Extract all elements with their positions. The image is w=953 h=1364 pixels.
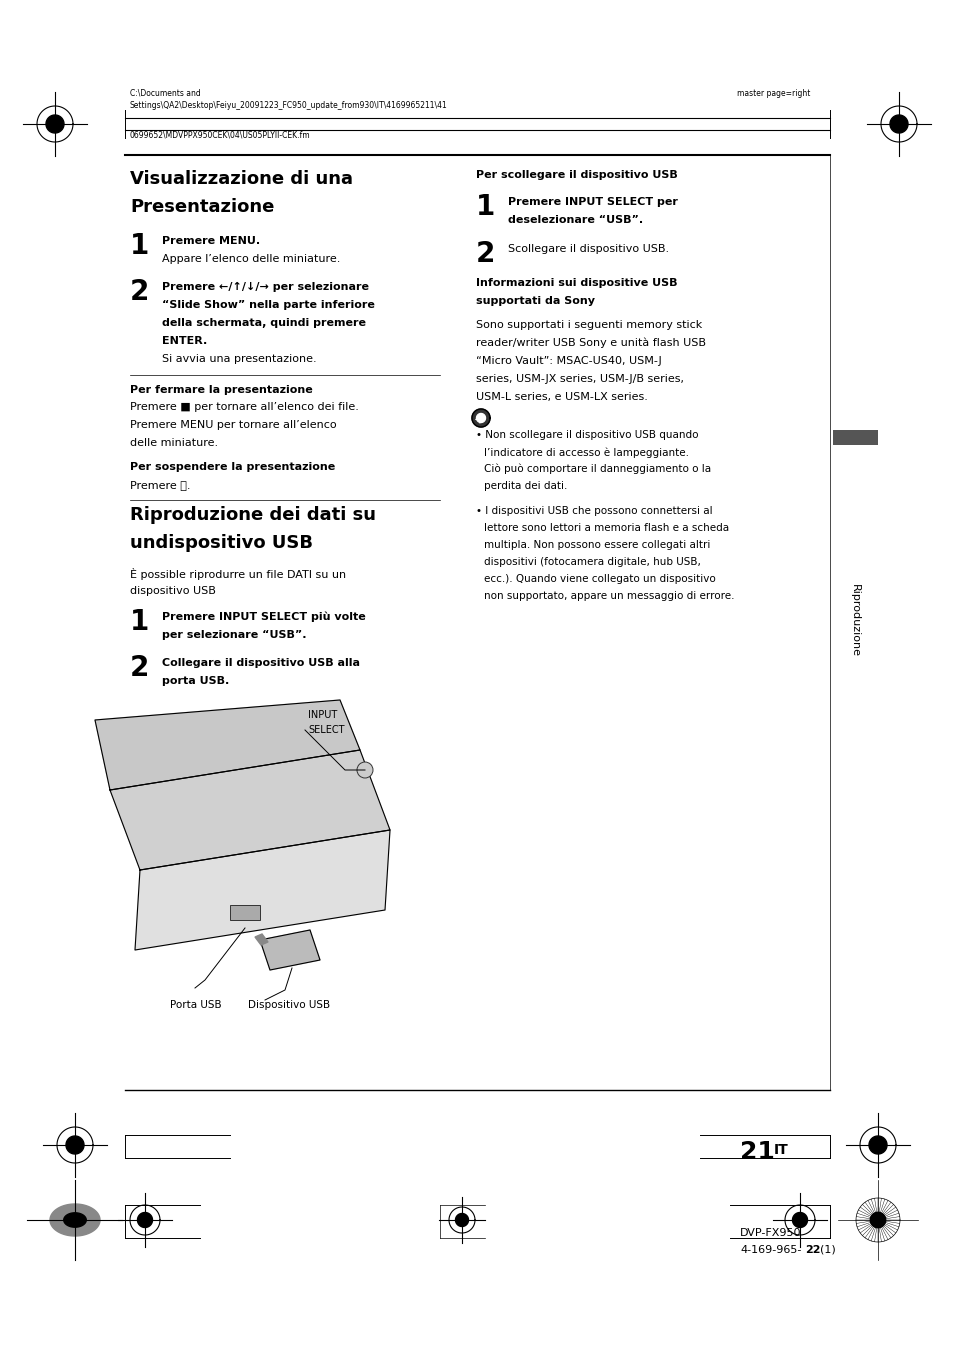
Polygon shape (472, 409, 490, 427)
Text: Ciò può comportare il danneggiamento o la: Ciò può comportare il danneggiamento o l… (483, 464, 710, 475)
Text: Riproduzione: Riproduzione (849, 584, 859, 656)
Text: IT: IT (773, 1143, 788, 1157)
Text: Per fermare la presentazione: Per fermare la presentazione (130, 385, 313, 396)
Text: delle miniature.: delle miniature. (130, 438, 218, 447)
Text: • I dispositivi USB che possono connettersi al: • I dispositivi USB che possono connette… (476, 506, 712, 516)
Text: Riproduzione dei dati su: Riproduzione dei dati su (130, 506, 375, 524)
Text: Per sospendere la presentazione: Per sospendere la presentazione (130, 462, 335, 472)
Polygon shape (110, 750, 390, 870)
Text: • Non scollegare il dispositivo USB quando: • Non scollegare il dispositivo USB quan… (476, 430, 698, 441)
Polygon shape (66, 1136, 84, 1154)
Text: Scollegare il dispositivo USB.: Scollegare il dispositivo USB. (507, 244, 668, 254)
Text: deselezionare “USB”.: deselezionare “USB”. (507, 216, 642, 225)
Text: 2: 2 (476, 240, 495, 267)
Text: (1): (1) (820, 1245, 835, 1255)
Text: Collegare il dispositivo USB alla: Collegare il dispositivo USB alla (162, 657, 359, 668)
Text: Premere ■ per tornare all’elenco dei file.: Premere ■ per tornare all’elenco dei fil… (130, 402, 358, 412)
Text: ecc.). Quando viene collegato un dispositivo: ecc.). Quando viene collegato un disposi… (483, 574, 715, 584)
Text: Appare l’elenco delle miniature.: Appare l’elenco delle miniature. (162, 254, 340, 265)
Text: Sono supportati i seguenti memory stick: Sono supportati i seguenti memory stick (476, 321, 701, 330)
Text: Premere MENU per tornare all’elenco: Premere MENU per tornare all’elenco (130, 420, 336, 430)
Polygon shape (46, 115, 64, 134)
Text: lettore sono lettori a memoria flash e a scheda: lettore sono lettori a memoria flash e a… (483, 522, 728, 533)
Text: dispositivo USB: dispositivo USB (130, 587, 215, 596)
Text: Presentazione: Presentazione (130, 198, 274, 216)
Polygon shape (889, 115, 907, 134)
Text: “Micro Vault”: MSAC-US40, USM-J: “Micro Vault”: MSAC-US40, USM-J (476, 356, 661, 366)
Text: Premere ⏸.: Premere ⏸. (130, 480, 191, 490)
Bar (832, 430, 877, 445)
Text: 1: 1 (130, 608, 149, 636)
Text: 1: 1 (130, 232, 149, 261)
Bar (130, 696, 430, 1005)
Text: 2: 2 (130, 278, 150, 306)
Circle shape (356, 762, 373, 777)
Polygon shape (868, 1136, 886, 1154)
Text: porta USB.: porta USB. (162, 677, 229, 686)
Polygon shape (476, 413, 485, 423)
Polygon shape (95, 700, 359, 790)
Text: l’indicatore di accesso è lampeggiante.: l’indicatore di accesso è lampeggiante. (483, 447, 688, 457)
Text: reader/writer USB Sony e unità flash USB: reader/writer USB Sony e unità flash USB (476, 338, 705, 348)
Text: della schermata, quindi premere: della schermata, quindi premere (162, 318, 366, 327)
Text: master page=right: master page=right (736, 89, 809, 98)
Text: 4-169-965-: 4-169-965- (740, 1245, 801, 1255)
Polygon shape (869, 1213, 884, 1228)
Text: Per scollegare il dispositivo USB: Per scollegare il dispositivo USB (476, 170, 677, 180)
Text: È possible riprodurre un file DATI su un: È possible riprodurre un file DATI su un (130, 567, 346, 580)
Text: Dispositivo USB: Dispositivo USB (248, 1000, 330, 1009)
Text: Settings\QA2\Desktop\Feiyu_20091223_FC950_update_from930\IT\4169965211\41: Settings\QA2\Desktop\Feiyu_20091223_FC95… (130, 101, 447, 110)
Text: dispositivi (fotocamera digitale, hub USB,: dispositivi (fotocamera digitale, hub US… (483, 557, 700, 567)
Polygon shape (137, 1213, 152, 1228)
Text: perdita dei dati.: perdita dei dati. (483, 481, 567, 491)
Text: supportati da Sony: supportati da Sony (476, 296, 595, 306)
Polygon shape (455, 1214, 468, 1226)
Text: per selezionare “USB”.: per selezionare “USB”. (162, 630, 306, 640)
Text: DVP-FX950: DVP-FX950 (740, 1228, 801, 1239)
Polygon shape (135, 831, 390, 949)
Polygon shape (260, 930, 319, 970)
Text: series, USM-JX series, USM-J/B series,: series, USM-JX series, USM-J/B series, (476, 374, 683, 385)
Text: Visualizzazione di una: Visualizzazione di una (130, 170, 353, 188)
Bar (230, 904, 260, 919)
Text: “Slide Show” nella parte inferiore: “Slide Show” nella parte inferiore (162, 300, 375, 310)
Text: Premere ←/↑/↓/→ per selezionare: Premere ←/↑/↓/→ per selezionare (162, 282, 369, 292)
Text: INPUT: INPUT (308, 711, 337, 720)
Text: non supportato, appare un messaggio di errore.: non supportato, appare un messaggio di e… (483, 591, 734, 602)
Text: Premere INPUT SELECT per: Premere INPUT SELECT per (507, 196, 678, 207)
Text: Informazioni sui dispositive USB: Informazioni sui dispositive USB (476, 278, 677, 288)
Text: Si avvia una presentazione.: Si avvia una presentazione. (162, 355, 316, 364)
Text: 22: 22 (804, 1245, 820, 1255)
Text: 21: 21 (740, 1140, 774, 1163)
Text: Porta USB: Porta USB (170, 1000, 221, 1009)
Text: undispositivo USB: undispositivo USB (130, 533, 313, 552)
Polygon shape (50, 1204, 100, 1236)
Text: multipla. Non possono essere collegati altri: multipla. Non possono essere collegati a… (483, 540, 710, 550)
Text: 1: 1 (476, 192, 495, 221)
Polygon shape (64, 1213, 86, 1228)
Text: SELECT: SELECT (308, 726, 344, 735)
Text: 2: 2 (130, 653, 150, 682)
Text: 0699652\MDVPPX950CEK\04\US05PLYII-CEK.fm: 0699652\MDVPPX950CEK\04\US05PLYII-CEK.fm (130, 130, 311, 139)
Text: C:\Documents and: C:\Documents and (130, 89, 200, 98)
Polygon shape (254, 934, 268, 945)
Text: USM-L series, e USM-LX series.: USM-L series, e USM-LX series. (476, 391, 647, 402)
Text: ENTER.: ENTER. (162, 336, 207, 346)
Text: Premere MENU.: Premere MENU. (162, 236, 260, 246)
Text: Premere INPUT SELECT più volte: Premere INPUT SELECT più volte (162, 612, 365, 622)
Polygon shape (792, 1213, 806, 1228)
